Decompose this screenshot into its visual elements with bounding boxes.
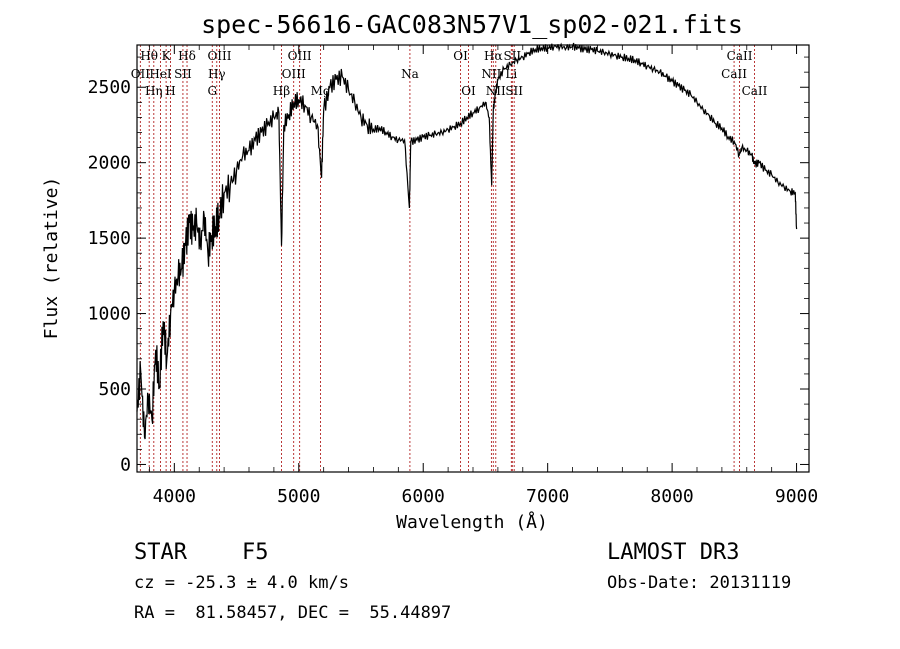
x-tick-label: 5000 [277,486,320,507]
spectral-line-label: CaII [742,84,768,98]
spectral-line-label: G [207,84,217,98]
spectral-line-label: OI [453,49,468,63]
spectral-line-markers [139,45,755,472]
spectral-line-label: Hγ [208,67,226,81]
plot-frame [136,44,810,473]
spectral-line-label: CaII [727,49,753,63]
spectral-line-label: Li [505,67,517,81]
spectral-line-label: H [165,84,175,98]
y-tick-label: 0 [120,454,131,475]
spectral-line-label: Hδ [178,49,196,63]
spectral-line-label: Na [401,67,419,81]
y-tick-label: 500 [98,379,131,400]
spectral-line-label: K [162,49,172,63]
spectral-line-label: Hθ [140,49,158,63]
spectral-line-label: OIII [282,67,306,81]
y-tick-label: 1500 [88,228,131,249]
x-tick-label: 8000 [650,486,693,507]
spectral-line-label: HeI [149,67,172,81]
spectral-line-label: Hβ [273,84,290,98]
spectral-line-label: OIII [207,49,231,63]
spectral-line-label: SII [174,67,192,81]
x-axis-ticks: 4000 5000 6000 7000 8000 9000 [149,45,818,507]
spectral-line-label: OIII [288,49,312,63]
x-tick-label: 6000 [402,486,445,507]
survey-name: LAMOST DR3 [607,540,740,565]
spectral-line-label: OII [131,67,151,81]
y-axis-ticks: 0 500 1000 1500 2000 2500 [88,56,809,475]
chart-title: spec-56616-GAC083N57V1_sp02-021.fits [201,10,743,39]
coordinates: RA = 81.58457, DEC = 55.44897 [134,603,452,623]
x-tick-label: 9000 [775,486,818,507]
spectral-line-label: SII [505,84,523,98]
spectral-line-label: Hα [484,49,503,63]
x-tick-label: 4000 [153,486,196,507]
y-tick-label: 2000 [88,153,131,174]
subclass: F5 [242,540,269,565]
x-axis-label: Wavelength (Å) [396,511,548,533]
redshift-text: cz = -25.3 ± 4.0 km/s [134,573,349,593]
spectral-line-label: Hη [145,84,163,98]
spectral-line-label: OI [461,84,476,98]
spectral-line-label: Mg [311,84,331,98]
spectrum-line [136,42,798,440]
spectral-line-label: CaII [721,67,747,81]
x-tick-label: 7000 [526,486,569,507]
y-axis-label: Flux (relative) [41,177,62,340]
spectral-line-labels: Hθ OII Hη K HeI H Hδ SII OIII Hγ G Hβ OIII OIII Mg Na OI… [131,49,768,98]
spectrum-chart: spec-56616-GAC083N57V1_sp02-021.fits Hθ O… [41,10,818,533]
spectral-line-label: NII [481,67,501,81]
y-tick-label: 1000 [88,304,131,325]
object-type: STAR [134,540,187,565]
obs-date: Obs-Date: 20131119 [607,573,792,593]
y-tick-label: 2500 [88,77,131,98]
